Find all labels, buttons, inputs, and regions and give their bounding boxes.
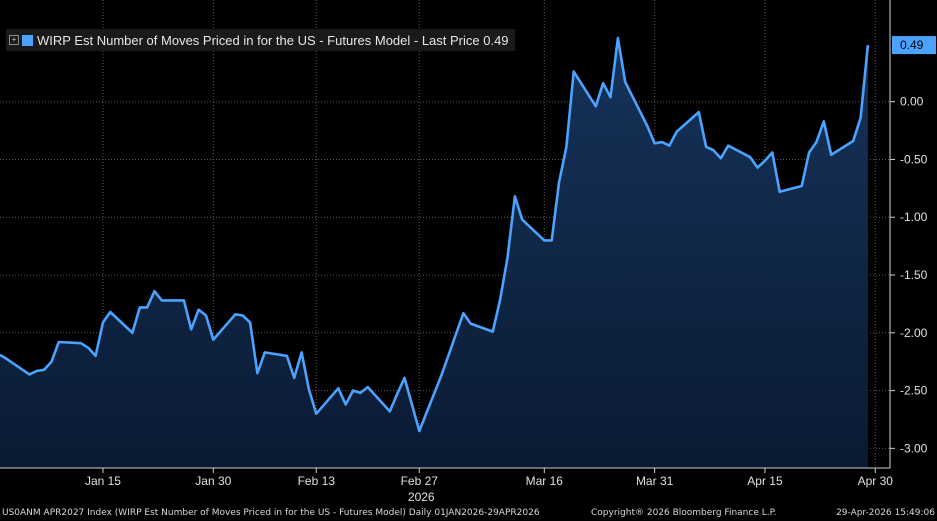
- x-tick-label: Mar 16: [526, 474, 564, 488]
- x-tick-label: Jan 15: [85, 474, 121, 488]
- last-price-box: [892, 36, 936, 55]
- legend-label: WIRP Est Number of Moves Priced in for t…: [37, 32, 509, 48]
- y-tick-label: -2.00: [900, 326, 928, 340]
- y-tick-label: -1.50: [900, 268, 928, 282]
- x-axis-tick-labels: Jan 15 Jan 30 Feb 13 Feb 27 Mar 16 Mar 31 Apr …: [85, 468, 893, 504]
- axes: [0, 0, 891, 469]
- chart-legend[interactable]: + WIRP Est Number of Moves Priced in for…: [6, 29, 515, 51]
- series-area: [0, 38, 868, 468]
- footer-copyright: Copyright® 2026 Bloomberg Finance L.P.: [591, 508, 777, 518]
- y-tick-label: -0.50: [900, 152, 928, 166]
- series-line-group: [0, 36, 870, 433]
- x-tick-label: Apr 30: [858, 474, 894, 488]
- legend-swatch-icon: [22, 34, 33, 46]
- last-price-marker: 0.49: [892, 36, 936, 55]
- legend-expand-icon[interactable]: +: [9, 35, 19, 45]
- x-year-label: 2026: [408, 490, 435, 504]
- footer-timestamp: 29-Apr-2026 15:49:06: [836, 508, 935, 518]
- chart-footer: US0ANM APR2027 Index (WIRP Est Number of…: [0, 506, 937, 521]
- x-tick-label: Feb 13: [298, 474, 336, 488]
- footer-source: US0ANM APR2027 Index (WIRP Est Number of…: [2, 508, 540, 518]
- y-tick-label: -3.00: [900, 441, 928, 455]
- x-tick-label: Mar 31: [636, 474, 674, 488]
- y-tick-label: -2.50: [900, 384, 928, 398]
- last-price-label: 0.49: [900, 38, 924, 52]
- y-tick-label: -1.00: [900, 210, 928, 224]
- x-tick-label: Jan 30: [195, 474, 231, 488]
- x-tick-label: Apr 15: [747, 474, 783, 488]
- y-axis-tick-labels: 0.00 -0.50 -1.00 -1.50 -2.00 -2.50 -3.00: [890, 95, 928, 455]
- x-tick-label: Feb 27: [401, 474, 439, 488]
- y-tick-label: 0.00: [900, 95, 924, 109]
- series-area-fill: [0, 38, 868, 468]
